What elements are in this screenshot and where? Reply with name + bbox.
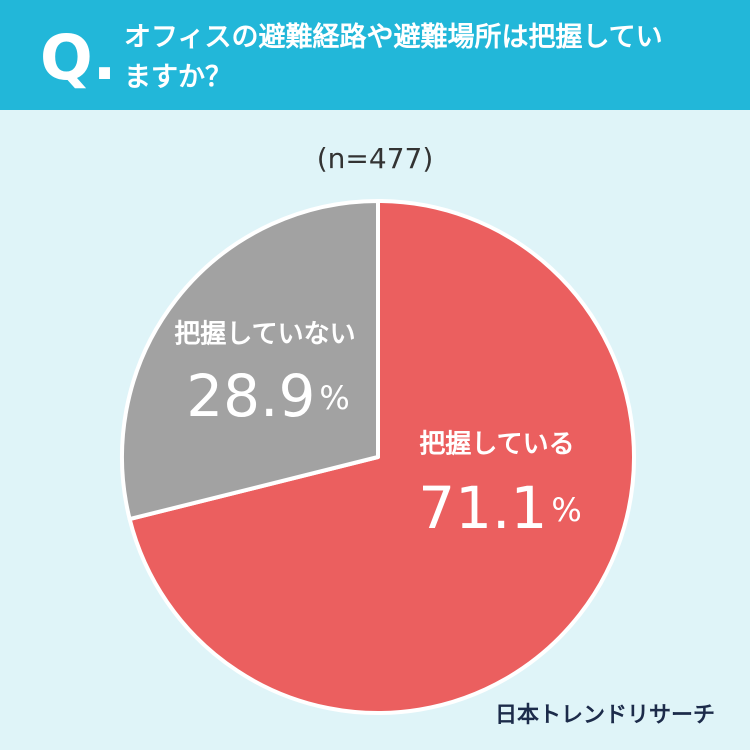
value-label: 71.1%	[418, 474, 582, 542]
slice-label: 把握している	[419, 430, 574, 460]
question-label: Q.	[40, 21, 117, 94]
header: Q. オフィスの避難経路や避難場所は把握していますか？	[0, 0, 750, 110]
source-logo: 日本トレンドリサーチ	[495, 703, 715, 728]
sample-note: (n=477)	[317, 142, 434, 175]
pie-slice	[127, 199, 636, 715]
value-label: 28.9%	[186, 362, 350, 430]
pie-slice	[120, 199, 380, 522]
slice-label: 把握していない	[174, 320, 355, 350]
chart-title: オフィスの避難経路や避難場所は把握していますか？	[124, 22, 663, 93]
